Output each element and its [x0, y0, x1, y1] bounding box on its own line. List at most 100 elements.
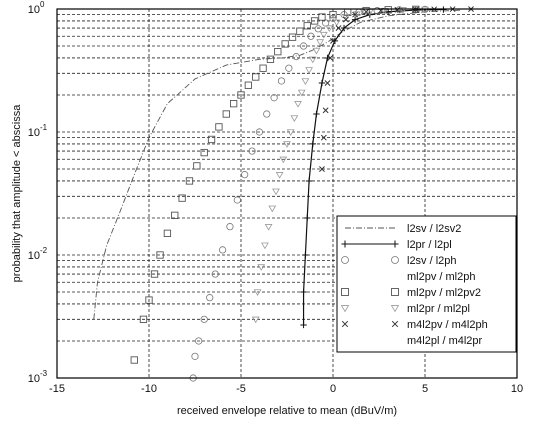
x-tick-label: 0 [330, 383, 336, 395]
data-point [178, 194, 186, 202]
data-point [320, 134, 327, 141]
data-point [399, 7, 407, 14]
data-point [302, 251, 309, 259]
data-point [150, 270, 159, 278]
series-line [93, 9, 462, 320]
data-point [195, 337, 203, 345]
data-point [340, 24, 348, 32]
data-point [294, 101, 302, 108]
data-point [272, 188, 280, 196]
legend-marker [391, 256, 399, 264]
data-point [200, 148, 208, 157]
data-point [233, 196, 241, 204]
x-axis-label: received envelope relative to mean (dBuV… [177, 405, 397, 417]
data-point [237, 91, 245, 99]
legend-marker [391, 320, 399, 328]
data-point [241, 171, 249, 179]
data-point [171, 211, 179, 220]
data-point [352, 11, 358, 18]
data-point [313, 110, 320, 118]
legend-label: l2sv / l2sv2 [407, 223, 461, 235]
x-tick-label: 5 [422, 383, 428, 395]
legend-box [336, 215, 517, 353]
data-point [244, 81, 253, 89]
series-1 [93, 9, 462, 320]
data-point [332, 19, 341, 27]
legend-label: l2pr / l2pl [407, 239, 452, 251]
data-point [257, 264, 266, 271]
legend-item-6: m4l2pv / m4l2ph m4l2pl / m4l2pr [341, 319, 488, 347]
data-point [261, 242, 269, 250]
data-point [342, 16, 349, 23]
data-point [139, 315, 148, 323]
y-tick-label: 10 [28, 127, 40, 139]
legend-marker [390, 305, 400, 313]
data-point [308, 56, 317, 64]
data-point [309, 140, 316, 148]
data-point [300, 321, 307, 329]
data-point [222, 110, 230, 118]
data-point [299, 42, 308, 50]
data-point [248, 147, 256, 155]
data-point [351, 16, 359, 23]
data-point [286, 129, 295, 136]
data-point [285, 64, 293, 72]
data-point [297, 89, 306, 97]
y-tick-label: 10 [28, 4, 40, 16]
x-tick-label: 10 [511, 383, 523, 395]
data-point [303, 22, 311, 30]
data-point [206, 294, 214, 302]
data-point [281, 40, 289, 48]
data-point [274, 48, 282, 56]
data-point [191, 352, 199, 360]
data-point [268, 205, 277, 213]
data-point [421, 6, 429, 14]
legend-marker [341, 288, 349, 296]
data-point [288, 33, 297, 41]
plot-frame [56, 8, 518, 379]
series-layer [93, 5, 474, 382]
data-point [319, 31, 328, 39]
data-point [296, 27, 304, 35]
data-point [307, 32, 315, 40]
legend-marker [340, 305, 350, 313]
data-point [362, 6, 370, 15]
y-axis-label: probability that amplitude < abscissa [11, 104, 23, 283]
data-point [275, 172, 284, 179]
data-point [380, 7, 389, 15]
legend-marker [341, 256, 349, 264]
data-point [266, 55, 275, 63]
legend-marker [391, 240, 399, 248]
data-point [211, 270, 219, 278]
data-point [277, 77, 286, 85]
data-point [263, 110, 271, 118]
legend-marker [341, 320, 349, 328]
data-point [310, 17, 319, 25]
data-point [279, 156, 288, 164]
data-point [318, 79, 326, 87]
data-point [259, 64, 267, 72]
series-6 [319, 6, 474, 172]
legend-item-2: l2pr / l2pl [341, 239, 452, 251]
y-tick-exponent: -3 [40, 369, 48, 378]
data-point [384, 6, 392, 14]
data-point [252, 73, 260, 81]
data-point [229, 100, 238, 108]
data-point [290, 115, 299, 122]
data-point [215, 123, 223, 131]
data-point [335, 25, 342, 31]
data-point [253, 289, 262, 297]
data-point [363, 8, 370, 15]
data-point [283, 141, 291, 148]
data-point [270, 94, 278, 102]
data-point [394, 6, 401, 13]
data-point [156, 251, 164, 259]
data-point [322, 19, 330, 27]
data-point [312, 47, 321, 55]
y-tick-exponent: 0 [40, 0, 45, 9]
data-point [219, 246, 227, 254]
data-point [300, 288, 307, 296]
y-tick-exponent: -2 [40, 246, 48, 255]
